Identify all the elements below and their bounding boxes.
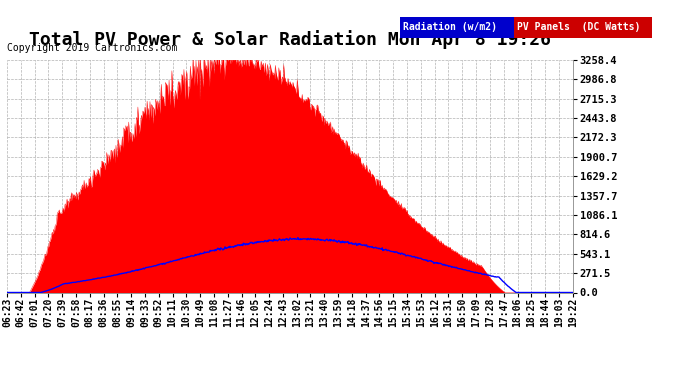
Text: Copyright 2019 Cartronics.com: Copyright 2019 Cartronics.com	[7, 43, 177, 53]
Text: Total PV Power & Solar Radiation Mon Apr 8 19:26: Total PV Power & Solar Radiation Mon Apr…	[29, 30, 551, 49]
Text: Radiation (w/m2): Radiation (w/m2)	[403, 22, 497, 32]
Text: PV Panels  (DC Watts): PV Panels (DC Watts)	[517, 22, 640, 32]
